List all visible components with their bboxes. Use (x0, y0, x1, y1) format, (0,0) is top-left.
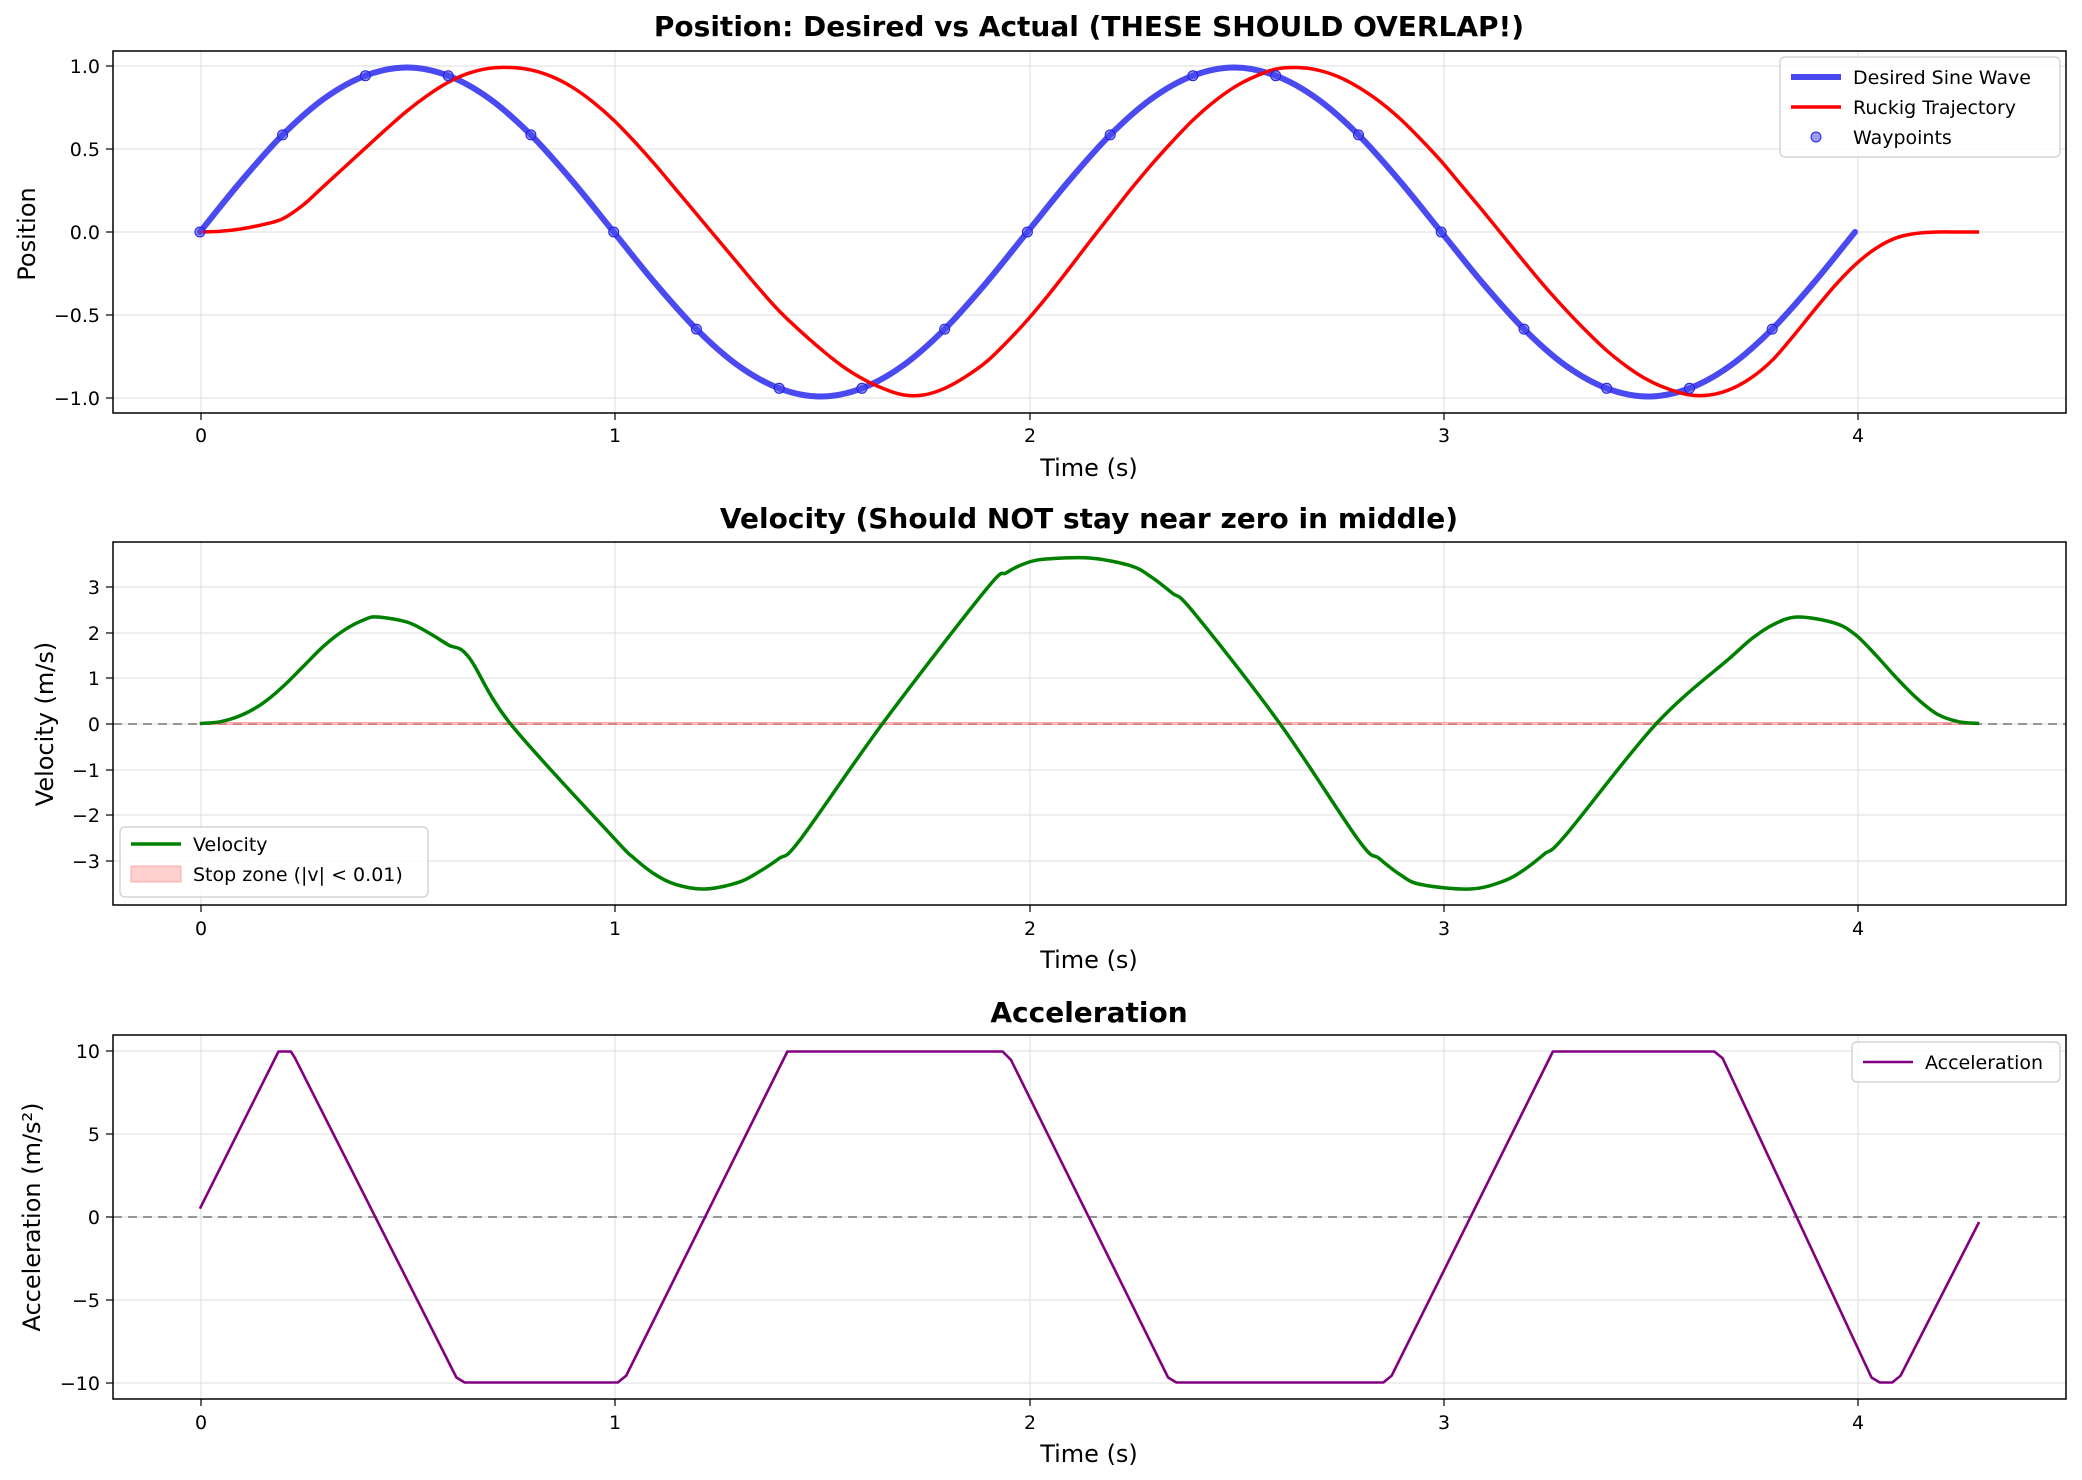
waypoint-marker (939, 323, 951, 335)
position-xtick-label-3: 3 (1438, 425, 1450, 447)
acceleration-xtick-label-1: 1 (609, 1412, 621, 1434)
acceleration-panel: Acceleration Time (s) Acceleration (m/s²… (18, 996, 2067, 1468)
acceleration-xtick-label-0: 0 (195, 1412, 207, 1434)
position-legend-waypoints-swatch (1810, 131, 1822, 143)
waypoint-marker (690, 323, 702, 335)
waypoint-marker (277, 129, 289, 141)
position-xtick-label-2: 2 (1024, 425, 1036, 447)
velocity-ylabel: Velocity (m/s) (31, 642, 59, 806)
position-yticks: 1.0 0.5 0.0 −0.5 −1.0 (54, 56, 113, 410)
position-panel: Position: Desired vs Actual (THESE SHOUL… (13, 10, 2067, 482)
position-legend-desired-label: Desired Sine Wave (1853, 67, 2031, 89)
acceleration-ytick-label-4: −10 (60, 1373, 100, 1395)
waypoint-marker (773, 382, 785, 394)
acceleration-legend-box (1851, 1041, 2061, 1083)
waypoint-marker (194, 226, 206, 238)
position-xticks: 0 1 2 3 4 (195, 413, 1864, 447)
position-title: Position: Desired vs Actual (THESE SHOUL… (654, 10, 1524, 43)
position-xlabel: Time (s) (1039, 454, 1138, 482)
position-waypoints (194, 70, 1778, 394)
waypoint-marker (1270, 70, 1282, 82)
velocity-ytick-label-6: −3 (72, 851, 100, 873)
velocity-legend-stopzone-swatch (130, 865, 182, 883)
waypoint-marker (1353, 129, 1364, 141)
waypoint-marker (1187, 70, 1199, 82)
velocity-xtick-label-2: 2 (1024, 918, 1036, 940)
position-ytick-label-4: −1.0 (54, 388, 100, 410)
position-xtick-label-0: 0 (195, 425, 207, 447)
position-xtick-label-4: 4 (1852, 425, 1864, 447)
position-ytick-label-2: 0.0 (70, 222, 100, 244)
waypoint-marker (359, 70, 371, 82)
position-ytick-label-0: 1.0 (70, 56, 100, 78)
acceleration-ylabel: Acceleration (m/s²) (18, 1102, 46, 1331)
position-ytick-label-3: −0.5 (54, 305, 100, 327)
waypoint-marker (442, 70, 454, 82)
velocity-grid (113, 542, 2066, 905)
velocity-panel: Velocity (Should NOT stay near zero in m… (31, 502, 2067, 974)
acceleration-axes-frame (112, 1034, 2067, 1400)
velocity-yticks: 3 2 1 0 −1 −2 −3 (72, 577, 113, 873)
acceleration-title: Acceleration (990, 996, 1187, 1029)
position-legend-box (1779, 56, 2061, 158)
velocity-ytick-label-1: 2 (88, 623, 100, 645)
position-axes-frame (112, 50, 2067, 414)
velocity-ytick-label-5: −2 (72, 805, 100, 827)
acceleration-line (198, 1050, 1981, 1384)
position-legend-ruckig-label: Ruckig Trajectory (1853, 97, 2016, 119)
acceleration-xticks: 0 1 2 3 4 (195, 1399, 1864, 1434)
position-legend: Desired Sine Wave Ruckig Trajectory Wayp… (1779, 56, 2061, 158)
velocity-ytick-label-3: 0 (88, 714, 100, 736)
acceleration-grid (113, 1035, 2066, 1399)
waypoint-marker (1601, 382, 1613, 394)
velocity-stop-zone (199, 722, 1980, 725)
acceleration-yticks: 10 5 0 −5 −10 (60, 1041, 113, 1395)
velocity-xlabel: Time (s) (1039, 946, 1138, 974)
acceleration-ytick-label-2: 0 (88, 1207, 100, 1229)
velocity-legend-box (119, 826, 429, 898)
velocity-legend-stopzone-label: Stop zone (|v| < 0.01) (193, 864, 403, 886)
velocity-xtick-label-3: 3 (1438, 918, 1450, 940)
position-xtick-label-1: 1 (609, 425, 621, 447)
acceleration-xlabel: Time (s) (1039, 1440, 1138, 1468)
velocity-xtick-label-0: 0 (195, 918, 207, 940)
acceleration-legend: Acceleration (1851, 1041, 2061, 1083)
velocity-xtick-label-4: 4 (1852, 918, 1864, 940)
waypoint-marker (1104, 129, 1116, 141)
position-legend-waypoints-label: Waypoints (1853, 127, 1952, 149)
velocity-ytick-label-2: 1 (88, 668, 100, 690)
velocity-line (199, 555, 1980, 891)
acceleration-ytick-label-1: 5 (88, 1124, 100, 1146)
acceleration-xtick-label-3: 3 (1438, 1412, 1450, 1434)
acceleration-ytick-label-3: −5 (72, 1290, 100, 1312)
velocity-ytick-label-0: 3 (88, 577, 100, 599)
acceleration-xtick-label-2: 2 (1024, 1412, 1036, 1434)
acceleration-ytick-label-0: 10 (76, 1041, 100, 1063)
velocity-xticks: 0 1 2 3 4 (195, 905, 1864, 940)
velocity-title: Velocity (Should NOT stay near zero in m… (720, 502, 1458, 535)
velocity-legend: Velocity Stop zone (|v| < 0.01) (119, 826, 429, 898)
waypoint-marker (856, 382, 868, 394)
acceleration-legend-label: Acceleration (1925, 1052, 2043, 1074)
waypoint-marker (525, 129, 537, 141)
waypoint-marker (1518, 323, 1530, 335)
waypoint-marker (1684, 382, 1695, 394)
acceleration-xtick-label-4: 4 (1852, 1412, 1864, 1434)
position-ytick-label-1: 0.5 (70, 139, 100, 161)
position-ruckig-line (199, 65, 1980, 398)
waypoint-marker (1766, 323, 1778, 335)
waypoint-marker (1435, 226, 1447, 238)
velocity-ytick-label-4: −1 (72, 760, 100, 782)
velocity-legend-velocity-label: Velocity (193, 834, 268, 856)
waypoint-marker (1021, 226, 1033, 238)
velocity-xtick-label-1: 1 (609, 918, 621, 940)
position-ylabel: Position (13, 187, 41, 280)
velocity-axes-frame (112, 541, 2067, 906)
waypoint-marker (608, 226, 620, 238)
